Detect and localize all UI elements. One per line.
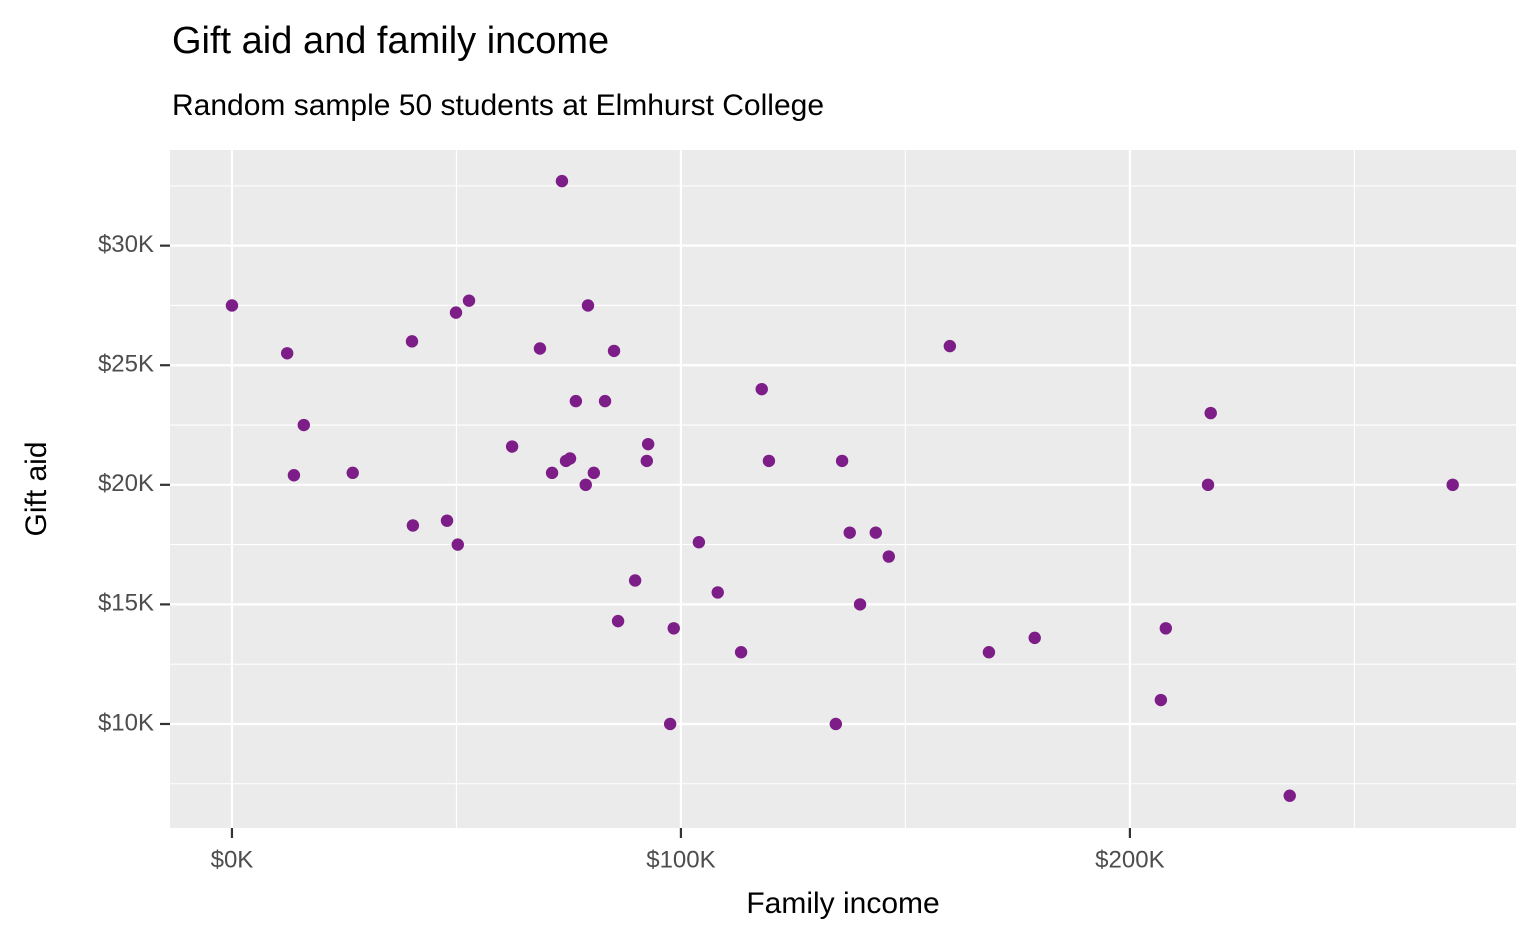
point — [663, 717, 677, 731]
point — [598, 394, 612, 408]
point — [835, 454, 849, 468]
point — [943, 339, 957, 353]
point — [1028, 631, 1041, 645]
point — [667, 622, 680, 635]
plot-panel — [170, 150, 1516, 828]
point — [225, 299, 239, 312]
y-tick-label: $25K — [98, 351, 154, 378]
point — [607, 344, 621, 358]
point — [569, 394, 583, 408]
point — [297, 418, 310, 432]
point — [843, 526, 856, 539]
point — [711, 586, 724, 599]
point — [869, 526, 882, 539]
point — [755, 382, 768, 396]
point — [982, 646, 996, 659]
point — [853, 598, 867, 611]
point — [280, 347, 294, 360]
x-tick-label: $100K — [646, 846, 715, 873]
x-tick-label: $200K — [1095, 846, 1164, 873]
point — [579, 478, 592, 492]
point — [346, 466, 359, 480]
y-tick-label: $20K — [98, 470, 154, 497]
point — [505, 440, 519, 453]
point — [1446, 478, 1459, 492]
point — [692, 536, 706, 549]
point — [581, 299, 595, 312]
point — [449, 306, 463, 319]
point — [1204, 406, 1217, 420]
point — [405, 335, 419, 348]
point — [628, 574, 642, 587]
point — [1159, 622, 1173, 635]
point — [611, 614, 625, 628]
point — [440, 514, 454, 527]
point — [1201, 478, 1215, 492]
point — [829, 717, 843, 731]
point — [762, 454, 776, 468]
point — [406, 519, 420, 532]
point — [587, 466, 601, 480]
y-axis-title: Gift aid — [20, 441, 53, 536]
point — [287, 469, 301, 482]
point — [640, 454, 654, 468]
point — [882, 550, 895, 563]
x-axis-title: Family income — [746, 887, 939, 920]
point — [533, 342, 547, 355]
point — [641, 437, 655, 451]
y-tick-label: $10K — [98, 709, 154, 736]
point — [451, 538, 464, 551]
point — [555, 174, 569, 188]
point — [1283, 789, 1296, 802]
y-tick-label: $15K — [98, 590, 154, 617]
point — [734, 646, 748, 659]
y-tick-label: $30K — [98, 231, 154, 258]
point — [462, 294, 476, 307]
point — [1154, 693, 1168, 707]
point — [563, 452, 577, 465]
x-tick-label: $0K — [211, 846, 254, 873]
chart-subtitle: Random sample 50 students at Elmhurst Co… — [172, 89, 824, 122]
chart-title: Gift aid and family income — [172, 20, 609, 62]
point — [545, 466, 559, 480]
